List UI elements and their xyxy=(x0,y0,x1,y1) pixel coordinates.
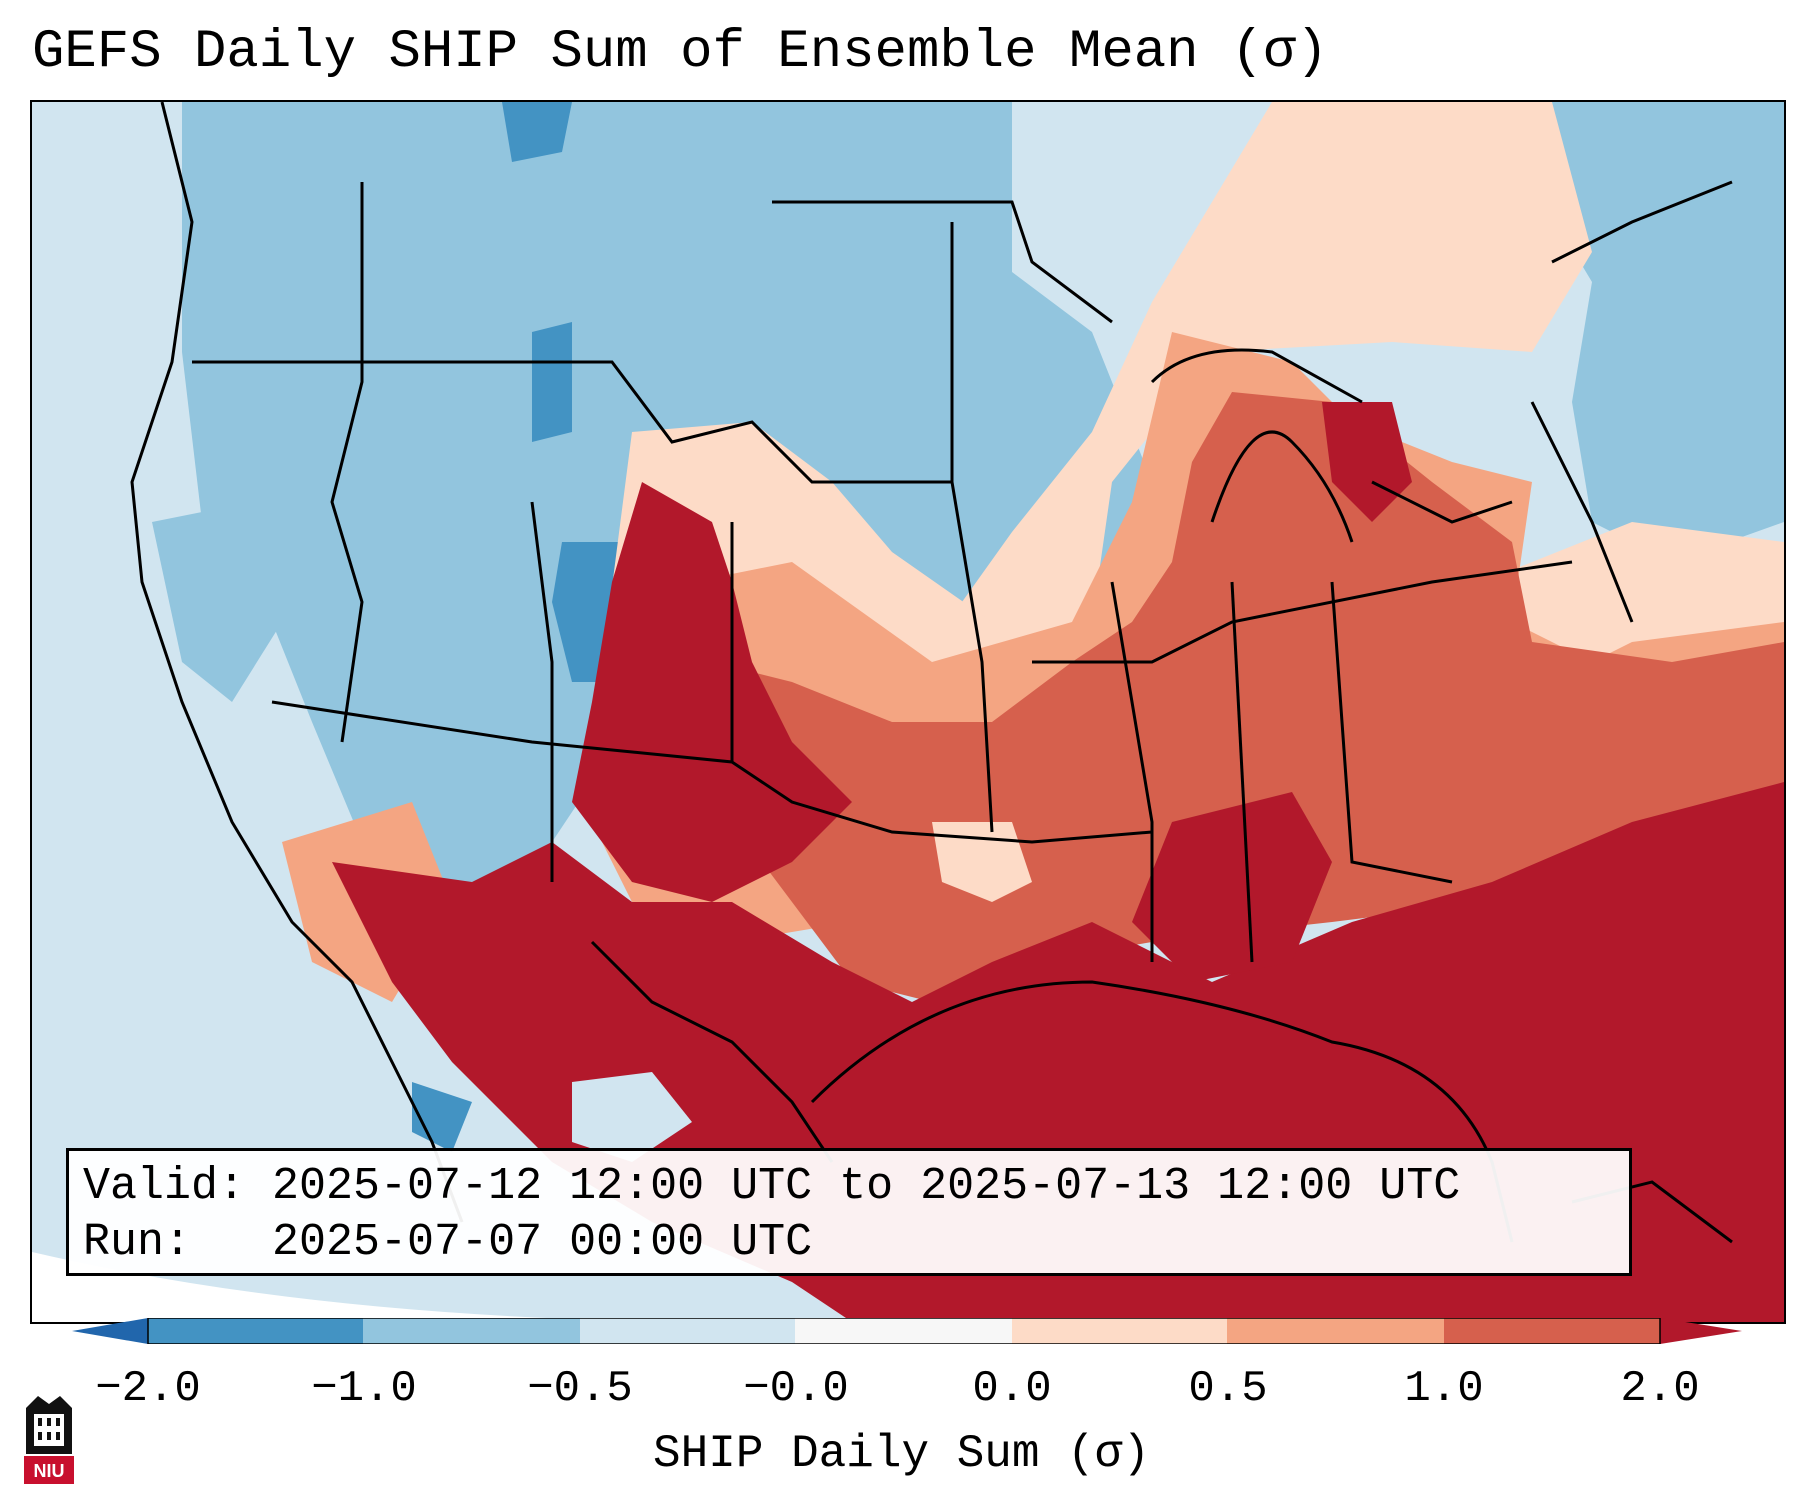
colorbar-outline xyxy=(147,1318,1661,1344)
colorbar-tick-label: −2.0 xyxy=(95,1364,201,1414)
colorbar-segment xyxy=(148,1318,363,1344)
colorbar-tick-label: 2.0 xyxy=(1620,1364,1700,1414)
colorbar-segment xyxy=(580,1318,795,1344)
valid-time-text: Valid: 2025-07-12 12:00 UTC to 2025-07-1… xyxy=(83,1161,1461,1212)
colorbar-tick-label: 0.5 xyxy=(1188,1364,1268,1414)
map-panel xyxy=(30,100,1786,1324)
region-negative-strong-idaho xyxy=(532,322,572,442)
niu-logo: NIU xyxy=(24,1396,74,1484)
colorbar-segment xyxy=(795,1318,1012,1344)
ship-anomaly-map xyxy=(32,102,1784,1322)
colorbar-label: SHIP Daily Sum (σ) xyxy=(653,1428,1150,1480)
region-max-southeast xyxy=(1132,792,1332,982)
colorbar-segment xyxy=(1444,1318,1660,1344)
colorbar-segment xyxy=(1227,1318,1444,1344)
patch-positive-weak-texas xyxy=(932,822,1032,902)
svg-text:NIU: NIU xyxy=(34,1461,65,1481)
colorbar-tick-label: −0.5 xyxy=(527,1364,633,1414)
state-boundaries xyxy=(130,102,1733,1244)
colorbar-segment xyxy=(363,1318,580,1344)
colorbar-tick-label: −0.0 xyxy=(743,1364,849,1414)
colorbar-segment xyxy=(1012,1318,1227,1344)
run-time-text: Run: 2025-07-07 00:00 UTC xyxy=(83,1217,813,1268)
region-positive-weak-north xyxy=(962,102,1592,662)
colorbar-tick-label: 1.0 xyxy=(1404,1364,1484,1414)
colorbar-tick-label: 0.0 xyxy=(972,1364,1052,1414)
colorbar-extend-high xyxy=(1660,1318,1742,1344)
domain-edge-left xyxy=(32,1252,732,1322)
chart-title: GEFS Daily SHIP Sum of Ensemble Mean (σ) xyxy=(32,22,1329,83)
region-negative-pacific xyxy=(152,502,282,702)
colorbar-tick-label: −1.0 xyxy=(311,1364,417,1414)
region-negative-strong-north xyxy=(502,102,572,162)
colorbar xyxy=(72,1318,1742,1344)
patch-neutral-mexico xyxy=(572,1072,692,1162)
validity-info-box: Valid: 2025-07-12 12:00 UTC to 2025-07-1… xyxy=(66,1148,1632,1276)
colorbar-extend-low xyxy=(72,1318,148,1344)
